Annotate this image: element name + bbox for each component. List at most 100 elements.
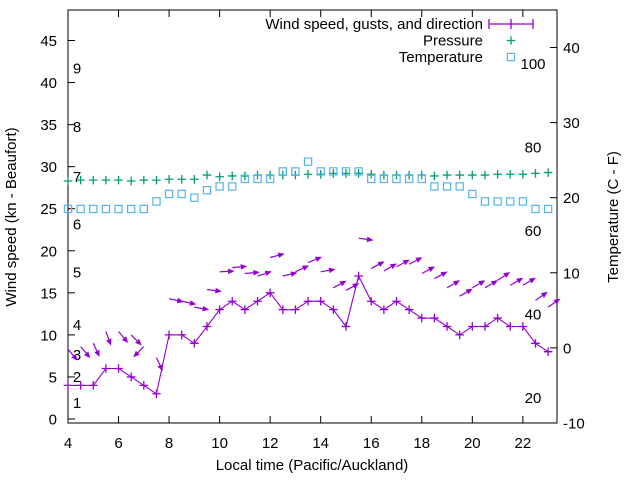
gust-arrow-head	[133, 350, 140, 358]
legend-entry: Wind speed, gusts, and direction	[265, 16, 534, 33]
pressure-marker	[316, 169, 325, 179]
fahrenheit-scale-label: 80	[525, 140, 542, 157]
gust-direction-arrow	[133, 346, 145, 358]
wind-speed-marker	[190, 339, 199, 348]
temperature-marker	[126, 204, 136, 214]
legend-plus-glyph	[506, 36, 516, 45]
pressure-marker	[505, 169, 515, 179]
gust-direction-arrow	[270, 252, 285, 259]
gust-arrow-shaft	[232, 266, 241, 269]
y-right-tick-label: -10	[563, 416, 585, 433]
y-left-tick-label: 10	[40, 327, 57, 344]
y-left-tick-label: 30	[40, 159, 57, 176]
gust-arrow-head	[121, 336, 129, 344]
gust-direction-arrow	[181, 300, 197, 306]
gust-direction-arrow	[282, 271, 298, 277]
beaufort-scale-label: 8	[73, 119, 81, 136]
pressure-marker	[493, 169, 502, 179]
gust-direction-arrow	[118, 331, 129, 344]
wind-speed-marker	[354, 271, 363, 281]
y-left-tick-label: 45	[40, 33, 57, 50]
x-tick-label: 16	[363, 435, 380, 452]
temperature-marker	[506, 197, 515, 206]
gust-arrow-head	[71, 353, 78, 361]
gust-arrow-head	[264, 270, 272, 277]
gust-arrow-head	[339, 280, 347, 287]
y-right-tick-label: 20	[563, 190, 580, 207]
gust-arrow-shaft	[67, 348, 74, 357]
pressure-marker	[354, 169, 363, 178]
gust-direction-arrow	[345, 283, 360, 291]
gust-direction-arrow	[168, 297, 184, 304]
temperature-marker	[139, 204, 149, 214]
wind-speed-marker	[114, 364, 123, 373]
gust-direction-arrow	[535, 291, 548, 301]
wind-speed-line	[68, 274, 549, 395]
gust-direction-arrow	[105, 331, 112, 346]
temperature-marker	[404, 174, 414, 184]
gust-arrow-shaft	[194, 306, 203, 310]
temperature-marker	[76, 204, 85, 214]
gust-arrow-shaft	[497, 275, 506, 281]
wind-speed-marker	[404, 305, 414, 314]
fahrenheit-scale-label: 40	[525, 307, 542, 324]
wind-speed-marker	[366, 296, 376, 306]
wind-speed-marker	[215, 305, 224, 314]
pressure-marker	[190, 174, 199, 184]
wind-speed-marker	[164, 330, 174, 340]
wind-speed-marker	[202, 322, 212, 331]
left-axis-title: Wind speed (kn - Beaufort)	[3, 127, 20, 306]
wind-speed-marker	[417, 313, 427, 323]
temperature-marker	[202, 185, 212, 195]
pressure-marker	[76, 175, 85, 185]
pressure-marker	[152, 175, 161, 185]
temperature-marker	[493, 197, 502, 206]
temperature-marker	[190, 193, 199, 202]
x-tick-label: 20	[464, 435, 481, 452]
gust-arrow-shaft	[320, 269, 330, 273]
gust-direction-arrow	[307, 256, 322, 264]
temperature-marker	[367, 174, 376, 184]
temperature-marker	[63, 204, 73, 214]
legend-label: Pressure	[423, 33, 483, 50]
gust-arrow-head	[540, 291, 548, 298]
temperature-marker	[341, 167, 351, 176]
gust-direction-arrow	[497, 272, 511, 281]
legend-entry: Temperature	[399, 49, 516, 66]
gust-direction-arrow	[80, 346, 91, 359]
y-right-tick-label: 30	[563, 115, 580, 132]
gust-arrow-head	[453, 280, 461, 286]
x-tick-label: 8	[165, 435, 173, 452]
x-axis-title: Local time (Pacific/Auckland)	[216, 457, 409, 474]
gust-arrow-head	[106, 338, 112, 346]
gust-arrow-shaft	[92, 343, 98, 352]
temperature-marker	[354, 167, 363, 176]
wind-speed-marker	[227, 296, 237, 306]
gust-arrow-shaft	[295, 267, 304, 273]
gust-arrow-shaft	[181, 300, 191, 304]
gust-arrow-head	[465, 288, 473, 295]
pressure-marker	[480, 170, 490, 180]
pressure-marker	[329, 169, 338, 178]
wind-speed-marker	[455, 330, 464, 340]
pressure-marker	[126, 176, 136, 186]
gust-arrow-shaft	[358, 237, 368, 240]
beaufort-scale-label: 2	[73, 369, 81, 386]
plot-border	[67, 9, 558, 424]
gust-arrow-head	[94, 349, 100, 357]
temperature-marker	[215, 182, 224, 191]
gust-arrow-shaft	[137, 346, 145, 354]
wind-speed-marker	[291, 305, 300, 314]
temperature-marker	[316, 167, 325, 176]
temperature-marker	[531, 204, 540, 214]
gust-arrow-shaft	[396, 262, 405, 268]
x-tick-label: 10	[211, 435, 228, 452]
temperature-marker	[228, 182, 237, 191]
y-left-tick-label: 0	[49, 412, 57, 429]
gust-arrow-head	[277, 252, 285, 259]
temperature-marker	[152, 197, 161, 206]
wind-speed-marker	[316, 296, 325, 306]
gust-arrow-head	[490, 280, 498, 286]
wind-speed-marker	[101, 364, 111, 373]
gust-arrow-head	[366, 236, 374, 243]
